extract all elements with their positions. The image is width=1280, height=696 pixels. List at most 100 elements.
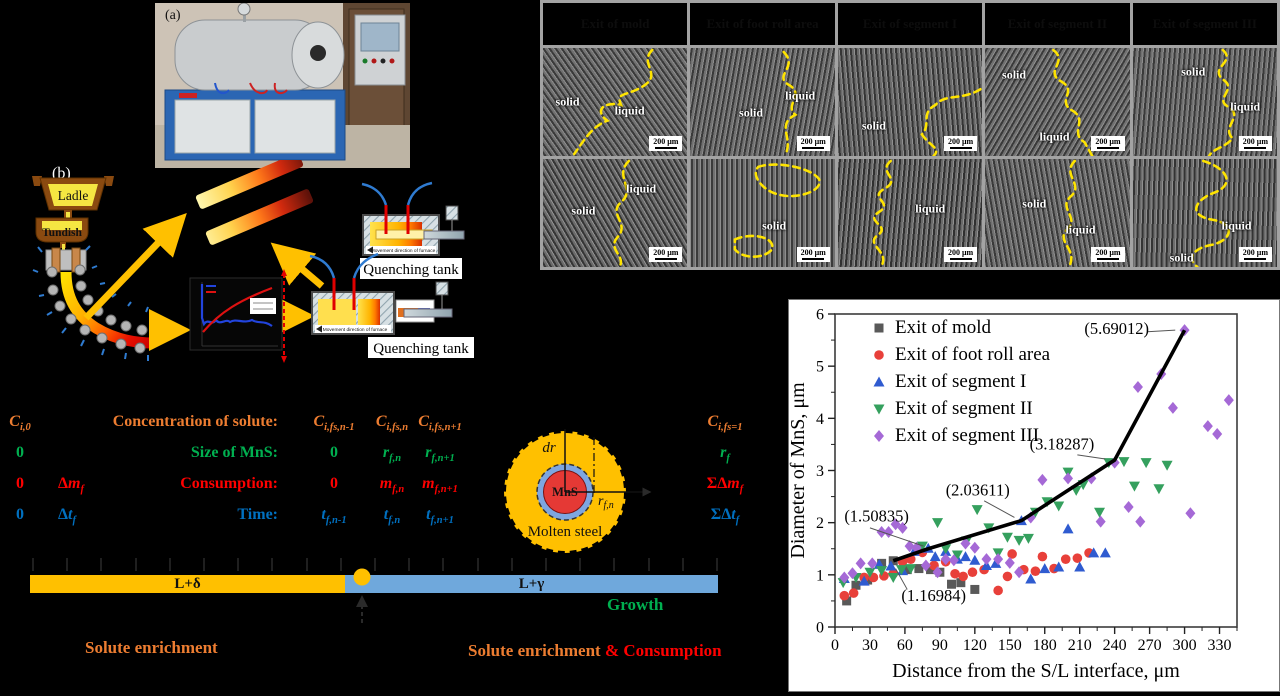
micrograph-grid: Exit of mold Exit of foot roll area Exit o… <box>540 0 1280 270</box>
mini-plot-blue-curve <box>200 284 273 327</box>
micrograph-column-header: Exit of foot roll area <box>690 3 835 45</box>
y-tick-label: 4 <box>816 411 824 428</box>
annotation-label: (5.69012) <box>1084 319 1149 338</box>
scatter-point <box>1088 547 1100 558</box>
phase-axis-tick <box>647 558 650 571</box>
row-step-value: rf,n+1 <box>425 444 455 465</box>
scale-bar: 200 μm <box>649 136 683 151</box>
scatter-point <box>864 567 876 578</box>
scatter-point <box>874 350 884 360</box>
scatter-point <box>1094 507 1106 518</box>
micrograph-cell: solid 200 μm <box>690 159 835 267</box>
scatter-point <box>929 551 941 562</box>
scatter-point <box>1118 457 1130 468</box>
phase-label-delta: L+δ <box>174 576 201 592</box>
scatter-point <box>895 565 907 576</box>
x-tick-label: 300 <box>1173 637 1197 654</box>
caption-growth: Growth <box>607 595 664 614</box>
scatter-point <box>1004 556 1015 569</box>
furnace-upper: Movement direction of furnace <box>361 181 465 256</box>
scatter-point <box>876 566 888 577</box>
scatter-point <box>867 557 878 570</box>
x-tick-label: 90 <box>932 637 948 654</box>
legend: Exit of mold Exit of foot roll area Exit o… <box>873 317 1051 446</box>
sl-boundary <box>1062 159 1077 267</box>
solid-label: solid <box>1002 67 1027 82</box>
solid-label: solid <box>762 218 787 233</box>
scatter-point <box>1030 566 1041 576</box>
row-final-value: ΣΔmf <box>706 475 744 496</box>
row-label: Time: <box>237 506 278 523</box>
phase-bar-delta: L+δ <box>30 575 345 593</box>
scatter-point <box>1053 501 1065 512</box>
scatter-point <box>855 557 866 570</box>
casting-diagram: (b) Ladle Tundish <box>32 160 474 363</box>
scale-bar: 200 μm <box>796 247 830 262</box>
scatter-point <box>1074 561 1086 572</box>
solid-label: solid <box>555 94 580 109</box>
scatter-point <box>1212 427 1223 440</box>
phase-axis-tick <box>237 558 240 571</box>
furnace-photo-art: (a) <box>155 2 410 168</box>
scatter-point <box>1095 515 1106 528</box>
scatter-point <box>873 404 885 415</box>
scatter-point <box>970 584 980 594</box>
caption-consumption: Consumption <box>623 641 722 660</box>
scatter-point <box>967 567 978 578</box>
scatter-point <box>1007 549 1017 559</box>
scatter-point <box>1099 547 1111 558</box>
scatter-point <box>1202 420 1213 433</box>
tundish-label: Tundish <box>42 227 82 239</box>
scatter-point <box>1039 563 1051 574</box>
chart-canvas: 0 30 60 90 120 150 180 210 240 270 300 330 0 1 2 3 4 5 6 Di… <box>787 307 1238 682</box>
row-initial-value: 0 <box>16 475 24 492</box>
row-step-value: mf,n <box>379 475 405 496</box>
phase-axis-tick <box>408 558 411 571</box>
scale-bar: 200 μm <box>796 136 830 151</box>
scatter-point <box>839 590 850 601</box>
flow-arrows <box>83 212 325 351</box>
micrograph-cell: solid liquid 200 μm <box>690 48 835 156</box>
scatter-point <box>993 585 1003 596</box>
scale-bar: 200 μm <box>1238 247 1272 262</box>
ladle: Ladle <box>32 176 114 220</box>
scatter-point <box>873 376 885 387</box>
micrograph-column-header: Exit of mold <box>543 3 688 45</box>
scatter-point <box>940 553 951 566</box>
scatter-point <box>920 559 931 572</box>
scatter-point <box>902 565 912 575</box>
liquid-label: liquid <box>614 103 645 118</box>
scatter-point <box>971 505 983 516</box>
scatter-point <box>839 571 850 584</box>
legend-label: Exit of mold <box>895 317 992 338</box>
phase-axis-tick <box>374 558 376 571</box>
quench-label-1: Quenching tank <box>363 262 459 278</box>
mini-plot-red-curve <box>202 286 273 333</box>
y-tick-label: 0 <box>816 620 824 637</box>
caption-right-orange: Solute enrichment <box>468 641 601 660</box>
panel-a-tag: (a) <box>165 8 181 23</box>
mini-plot <box>189 277 283 351</box>
x-tick-label: 180 <box>1033 637 1057 654</box>
scatter-point <box>874 430 884 442</box>
row-step-value: 0 <box>330 444 338 461</box>
mns-label: MnS <box>552 485 578 499</box>
annotation-label: (1.50835) <box>844 507 909 526</box>
row-step-value: tf,n-1 <box>321 506 347 527</box>
scatter-point <box>916 541 928 552</box>
phase-axis-tick <box>271 558 274 571</box>
scale-bar: 200 μm <box>649 247 683 262</box>
scatter-point <box>842 596 852 606</box>
scatter-point <box>1060 554 1071 564</box>
sl-boundary <box>572 48 654 156</box>
scatter-point <box>950 568 960 579</box>
phase-axis-tick <box>510 558 513 571</box>
solid-label: solid <box>571 203 596 218</box>
scatter-point <box>1161 460 1173 471</box>
row-step-value: tf,n <box>383 506 401 527</box>
scatter-point <box>960 551 972 562</box>
molten-steel-label: Molten steel <box>528 524 603 540</box>
scatter-point <box>1153 484 1165 495</box>
row-initial-value: 0 <box>16 506 24 523</box>
micrograph-cell: solid liquid 200 μm <box>1132 48 1277 156</box>
